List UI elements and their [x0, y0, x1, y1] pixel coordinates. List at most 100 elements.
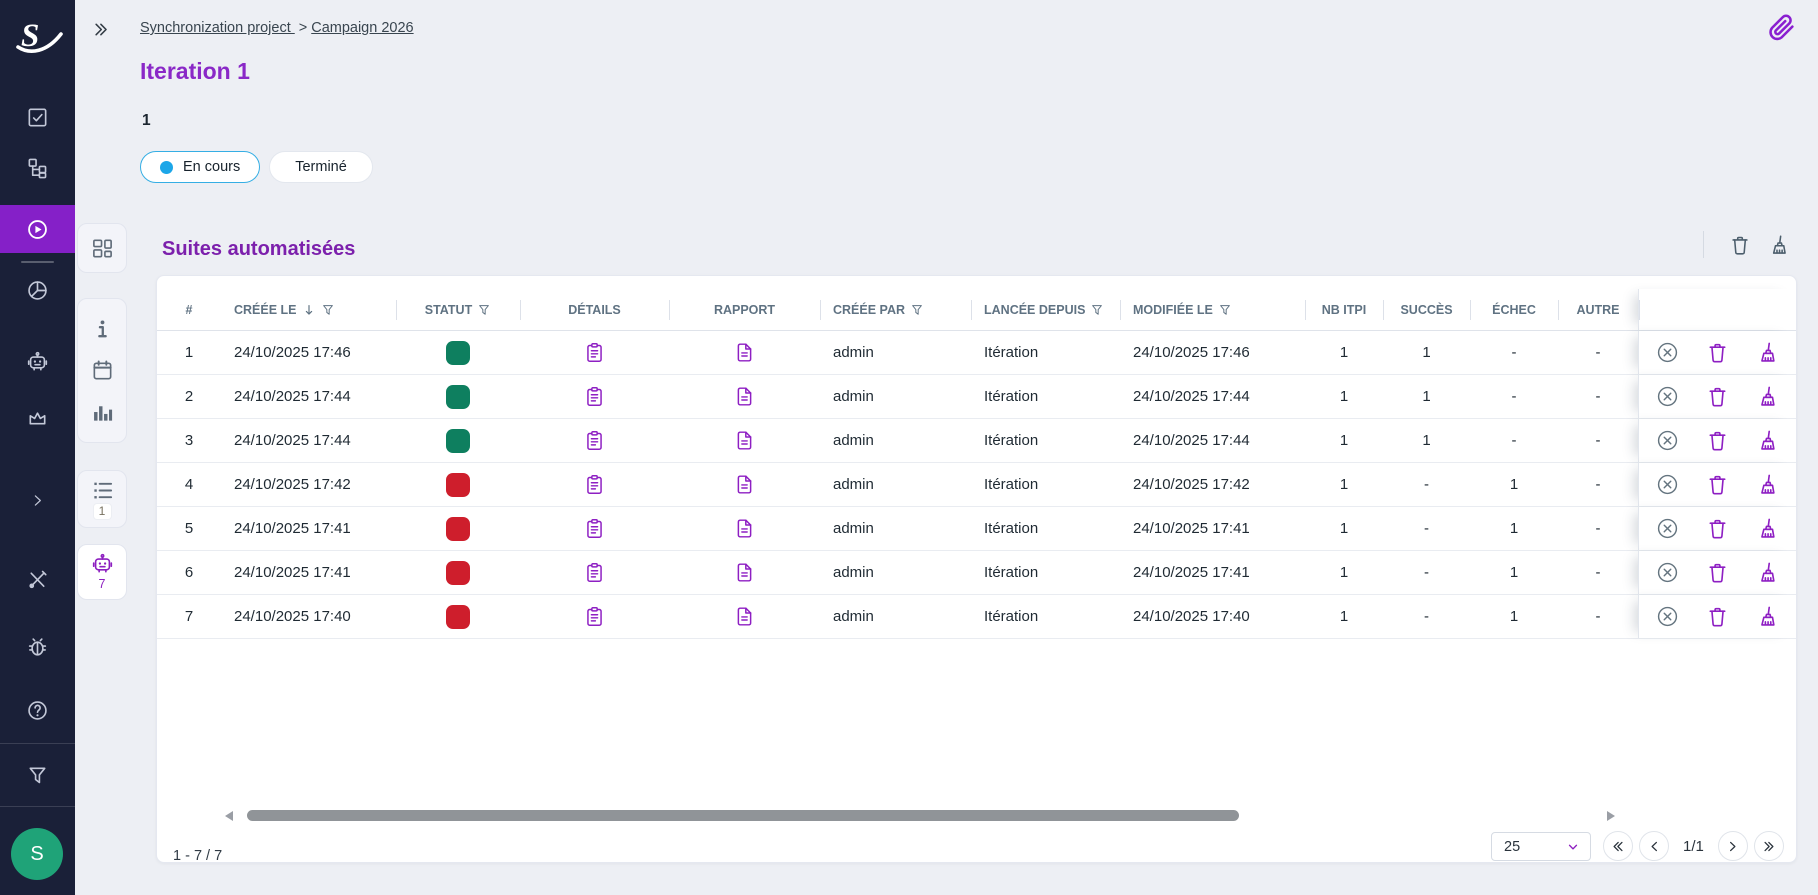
details-button[interactable] — [584, 430, 605, 451]
test-plan-tab[interactable]: 1 — [91, 479, 114, 519]
nb-itpi-count: 1 — [1339, 344, 1349, 361]
sidebar-item-campaigns[interactable] — [0, 205, 75, 253]
planning-tab[interactable] — [91, 359, 114, 382]
report-button[interactable] — [734, 606, 755, 627]
sidebar-item-reporting[interactable] — [0, 268, 75, 312]
report-button[interactable] — [734, 386, 755, 407]
status-pill-termine[interactable]: Terminé — [269, 151, 373, 183]
stop-button[interactable] — [1656, 473, 1679, 496]
delete-button[interactable] — [1706, 473, 1729, 496]
column-header-nb-itpi[interactable]: NB ITPI — [1305, 289, 1383, 330]
sidebar-item-help[interactable] — [0, 688, 75, 732]
sidebar-item-filter[interactable] — [0, 753, 75, 797]
last-page-button[interactable] — [1753, 831, 1784, 861]
sidebar-item-bugtracker[interactable] — [0, 625, 75, 669]
sidebar-expand-button[interactable] — [0, 478, 75, 522]
details-button[interactable] — [584, 474, 605, 495]
clean-button[interactable] — [1756, 385, 1779, 408]
app-logo[interactable]: S — [11, 16, 65, 58]
clipboard-icon — [584, 562, 605, 583]
status-pill-en-cours[interactable]: En cours — [140, 151, 261, 183]
scrollbar-thumb[interactable] — [247, 810, 1239, 821]
clean-button[interactable] — [1756, 473, 1779, 496]
sidebar-item-automation[interactable] — [0, 340, 75, 384]
clean-button[interactable] — [1756, 429, 1779, 452]
stop-button[interactable] — [1656, 605, 1679, 628]
delete-button[interactable] — [1706, 429, 1729, 452]
stop-button[interactable] — [1656, 429, 1679, 452]
report-button[interactable] — [734, 342, 755, 363]
delete-button[interactable] — [1706, 561, 1729, 584]
column-header-modified[interactable]: MODIFIÉE LE — [1120, 289, 1305, 330]
attachments-button[interactable] — [1767, 13, 1796, 42]
bulk-clean-button[interactable] — [1768, 234, 1790, 256]
breadcrumb-project-link[interactable]: Synchronization project — [140, 20, 295, 36]
report-button[interactable] — [734, 518, 755, 539]
column-header-num[interactable]: # — [157, 289, 221, 330]
clean-button[interactable] — [1756, 561, 1779, 584]
sidebar-item-settings[interactable] — [0, 557, 75, 601]
table-row[interactable]: 5 24/10/2025 17:41 admin Itération 24/10… — [157, 507, 1796, 551]
table-row[interactable]: 2 24/10/2025 17:44 admin Itération 24/10… — [157, 375, 1796, 419]
page-size-select[interactable]: 25 — [1491, 832, 1591, 861]
scroll-right-arrow[interactable] — [1607, 811, 1615, 821]
failure-count: 1 — [1509, 476, 1519, 493]
details-button[interactable] — [584, 518, 605, 539]
column-header-status[interactable]: STATUT — [396, 289, 520, 330]
table-row[interactable]: 7 24/10/2025 17:40 admin Itération 24/10… — [157, 595, 1796, 639]
column-header-success[interactable]: SUCCÈS — [1383, 289, 1470, 330]
user-avatar[interactable]: S — [11, 828, 63, 880]
statistics-tab[interactable] — [91, 401, 114, 424]
report-button[interactable] — [734, 562, 755, 583]
column-header-created-by[interactable]: CRÉÉE PAR — [820, 289, 971, 330]
details-button[interactable] — [584, 606, 605, 627]
created-by: admin — [833, 476, 874, 493]
clean-button[interactable] — [1756, 517, 1779, 540]
filter-funnel-icon[interactable] — [1218, 303, 1232, 317]
filter-funnel-icon[interactable] — [910, 303, 924, 317]
first-page-button[interactable] — [1603, 831, 1633, 861]
table-row[interactable]: 4 24/10/2025 17:42 admin Itération 24/10… — [157, 463, 1796, 507]
column-header-other[interactable]: AUTRE — [1558, 289, 1638, 330]
filter-funnel-icon[interactable] — [1090, 303, 1104, 317]
stop-button[interactable] — [1656, 385, 1679, 408]
delete-button[interactable] — [1706, 605, 1729, 628]
delete-button[interactable] — [1706, 341, 1729, 364]
automated-suites-tab[interactable]: 7 — [91, 553, 114, 591]
table-row[interactable]: 3 24/10/2025 17:44 admin Itération 24/10… — [157, 419, 1796, 463]
details-button[interactable] — [584, 342, 605, 363]
filter-funnel-icon[interactable] — [477, 303, 491, 317]
details-button[interactable] — [584, 386, 605, 407]
filter-funnel-icon[interactable] — [321, 303, 335, 317]
clean-button[interactable] — [1756, 341, 1779, 364]
report-button[interactable] — [734, 474, 755, 495]
breadcrumb-campaign-link[interactable]: Campaign 2026 — [311, 20, 414, 36]
sidebar-collapse-button[interactable] — [91, 20, 110, 39]
table-row[interactable]: 1 24/10/2025 17:46 admin Itération 24/10… — [157, 331, 1796, 375]
stop-button[interactable] — [1656, 341, 1679, 364]
sort-desc-icon[interactable] — [302, 303, 316, 317]
column-header-details[interactable]: DÉTAILS — [520, 289, 669, 330]
sidebar-item-requirements[interactable] — [0, 146, 75, 190]
stop-button[interactable] — [1656, 517, 1679, 540]
column-label: CRÉÉE PAR — [833, 302, 906, 317]
next-page-button[interactable] — [1717, 831, 1748, 861]
report-button[interactable] — [734, 430, 755, 451]
dashboard-tab[interactable] — [91, 237, 114, 260]
details-button[interactable] — [584, 562, 605, 583]
column-header-report[interactable]: RAPPORT — [669, 289, 820, 330]
bulk-delete-button[interactable] — [1729, 234, 1751, 256]
previous-page-button[interactable] — [1639, 831, 1669, 861]
clean-button[interactable] — [1756, 605, 1779, 628]
stop-button[interactable] — [1656, 561, 1679, 584]
scroll-left-arrow[interactable] — [225, 811, 233, 821]
sidebar-item-administration[interactable] — [0, 395, 75, 439]
column-header-failure[interactable]: ÉCHEC — [1470, 289, 1558, 330]
sidebar-item-test-cases[interactable] — [0, 95, 75, 139]
table-row[interactable]: 6 24/10/2025 17:41 admin Itération 24/10… — [157, 551, 1796, 595]
information-tab[interactable] — [91, 318, 114, 341]
delete-button[interactable] — [1706, 517, 1729, 540]
column-header-launched-from[interactable]: LANCÉE DEPUIS — [971, 289, 1120, 330]
column-header-created[interactable]: CRÉÉE LE — [221, 289, 396, 330]
delete-button[interactable] — [1706, 385, 1729, 408]
